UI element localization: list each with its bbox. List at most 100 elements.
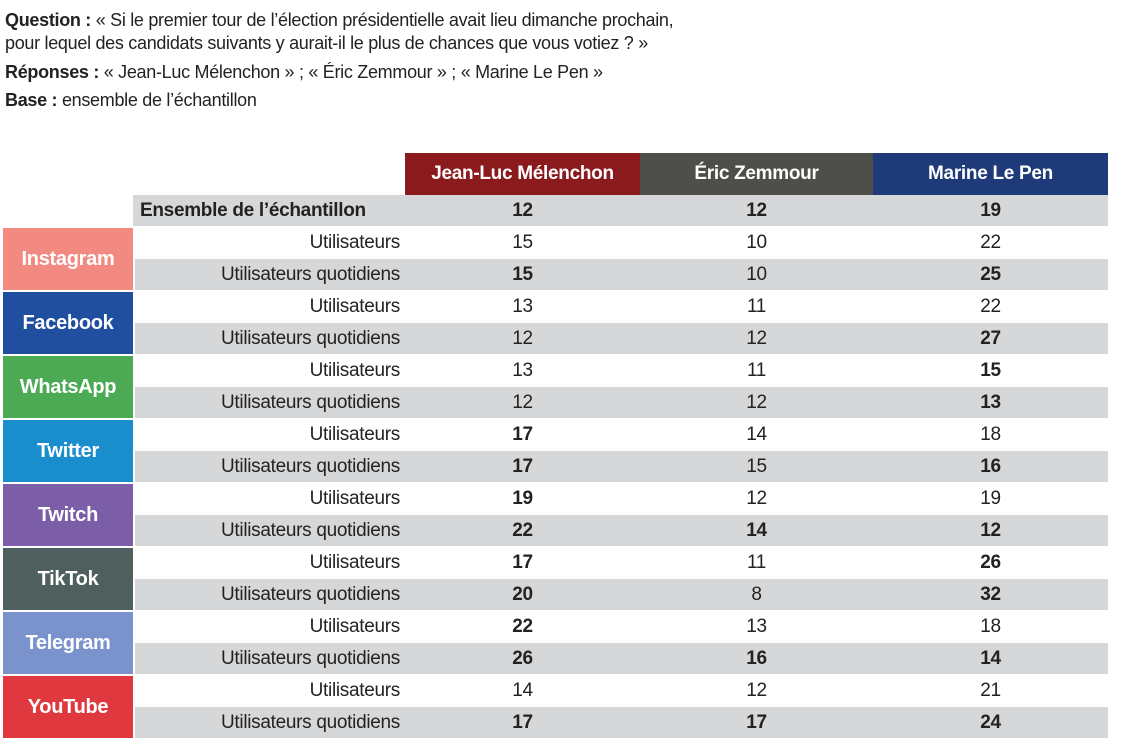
row-label: Utilisateurs [309,423,401,445]
value-cell: 13 [980,391,1001,413]
row-background [135,259,1108,290]
responses-text: « Jean-Luc Mélenchon » ; « Éric Zemmour … [103,62,603,82]
row-background [135,451,1108,482]
row-background [135,227,1108,258]
value-cell: 14 [746,519,767,541]
value-cell: 17 [512,455,533,477]
row-label: Utilisateurs [309,359,401,381]
platform-label: TikTok [3,548,133,610]
value-cell: 14 [746,423,767,445]
row-label: Utilisateurs quotidiens [221,327,400,349]
row-background [135,515,1108,546]
row-label: Utilisateurs [309,615,401,637]
column-header: Jean-Luc Mélenchon [405,153,640,195]
value-cell: 13 [512,359,533,381]
value-cell: 8 [751,583,762,605]
row-background [135,643,1108,674]
base-label: Base : [5,90,58,110]
value-cell: 15 [512,231,533,253]
row-background [135,387,1108,418]
platform-label: Twitter [3,420,133,482]
value-cell: 19 [980,199,1001,221]
value-cell: 13 [512,295,533,317]
value-cell: 17 [512,551,533,573]
row-label: Utilisateurs [309,679,401,701]
value-cell: 10 [746,263,767,285]
row-background [135,323,1108,354]
value-cell: 12 [746,487,767,509]
row-label: Utilisateurs quotidiens [221,583,400,605]
value-cell: 22 [980,295,1001,317]
platform-label: Instagram [3,228,133,290]
value-cell: 22 [512,519,533,541]
value-cell: 12 [512,327,533,349]
value-cell: 12 [746,391,767,413]
row-background [135,483,1108,514]
responses: Réponses : « Jean-Luc Mélenchon » ; « Ér… [5,61,603,83]
value-cell: 17 [746,711,767,733]
value-cell: 15 [746,455,767,477]
value-cell: 26 [980,551,1001,573]
row-background [133,195,1108,226]
value-cell: 25 [980,263,1001,285]
row-label: Utilisateurs [309,487,401,509]
value-cell: 13 [746,615,767,637]
row-background [135,419,1108,450]
base: Base : ensemble de l’échantillon [5,89,257,111]
value-cell: 17 [512,711,533,733]
row-label: Utilisateurs [309,295,401,317]
base-text: ensemble de l’échantillon [61,90,257,110]
value-cell: 22 [980,231,1001,253]
row-label: Ensemble de l’échantillon [140,199,366,221]
platform-label: Telegram [3,612,133,674]
row-background [135,547,1108,578]
row-background [135,611,1108,642]
value-cell: 19 [512,487,533,509]
value-cell: 12 [512,199,533,221]
value-cell: 14 [980,647,1001,669]
row-label: Utilisateurs quotidiens [221,519,400,541]
question-text: pour lequel des candidats suivants y aur… [5,33,648,53]
question-line: pour lequel des candidats suivants y aur… [5,32,648,54]
row-background [135,355,1108,386]
column-header: Éric Zemmour [640,153,873,195]
value-cell: 20 [512,583,533,605]
value-cell: 12 [746,679,767,701]
value-cell: 18 [980,615,1001,637]
value-cell: 12 [512,391,533,413]
row-label: Utilisateurs quotidiens [221,647,400,669]
row-background [135,291,1108,322]
value-cell: 15 [512,263,533,285]
value-cell: 32 [980,583,1001,605]
value-cell: 27 [980,327,1001,349]
value-cell: 10 [746,231,767,253]
row-label: Utilisateurs [309,231,401,253]
value-cell: 18 [980,423,1001,445]
value-cell: 19 [980,487,1001,509]
value-cell: 24 [980,711,1001,733]
value-cell: 15 [980,359,1001,381]
row-background [135,707,1108,738]
row-background [135,579,1108,610]
row-background [135,675,1108,706]
value-cell: 12 [980,519,1001,541]
column-header: Marine Le Pen [873,153,1108,195]
value-cell: 11 [746,359,767,381]
row-label: Utilisateurs quotidiens [221,711,400,733]
platform-label: Twitch [3,484,133,546]
value-cell: 16 [746,647,767,669]
platform-label: YouTube [3,676,133,738]
value-cell: 12 [746,327,767,349]
question-label: Question : [5,10,91,30]
responses-label: Réponses : [5,62,100,82]
row-label: Utilisateurs quotidiens [221,391,400,413]
value-cell: 21 [980,679,1001,701]
question: Question : « Si le premier tour de l’éle… [5,9,674,31]
value-cell: 16 [980,455,1001,477]
question-text: « Si le premier tour de l’élection prési… [95,10,674,30]
value-cell: 22 [512,615,533,637]
value-cell: 11 [746,551,767,573]
platform-label: Facebook [3,292,133,354]
platform-label: WhatsApp [3,356,133,418]
